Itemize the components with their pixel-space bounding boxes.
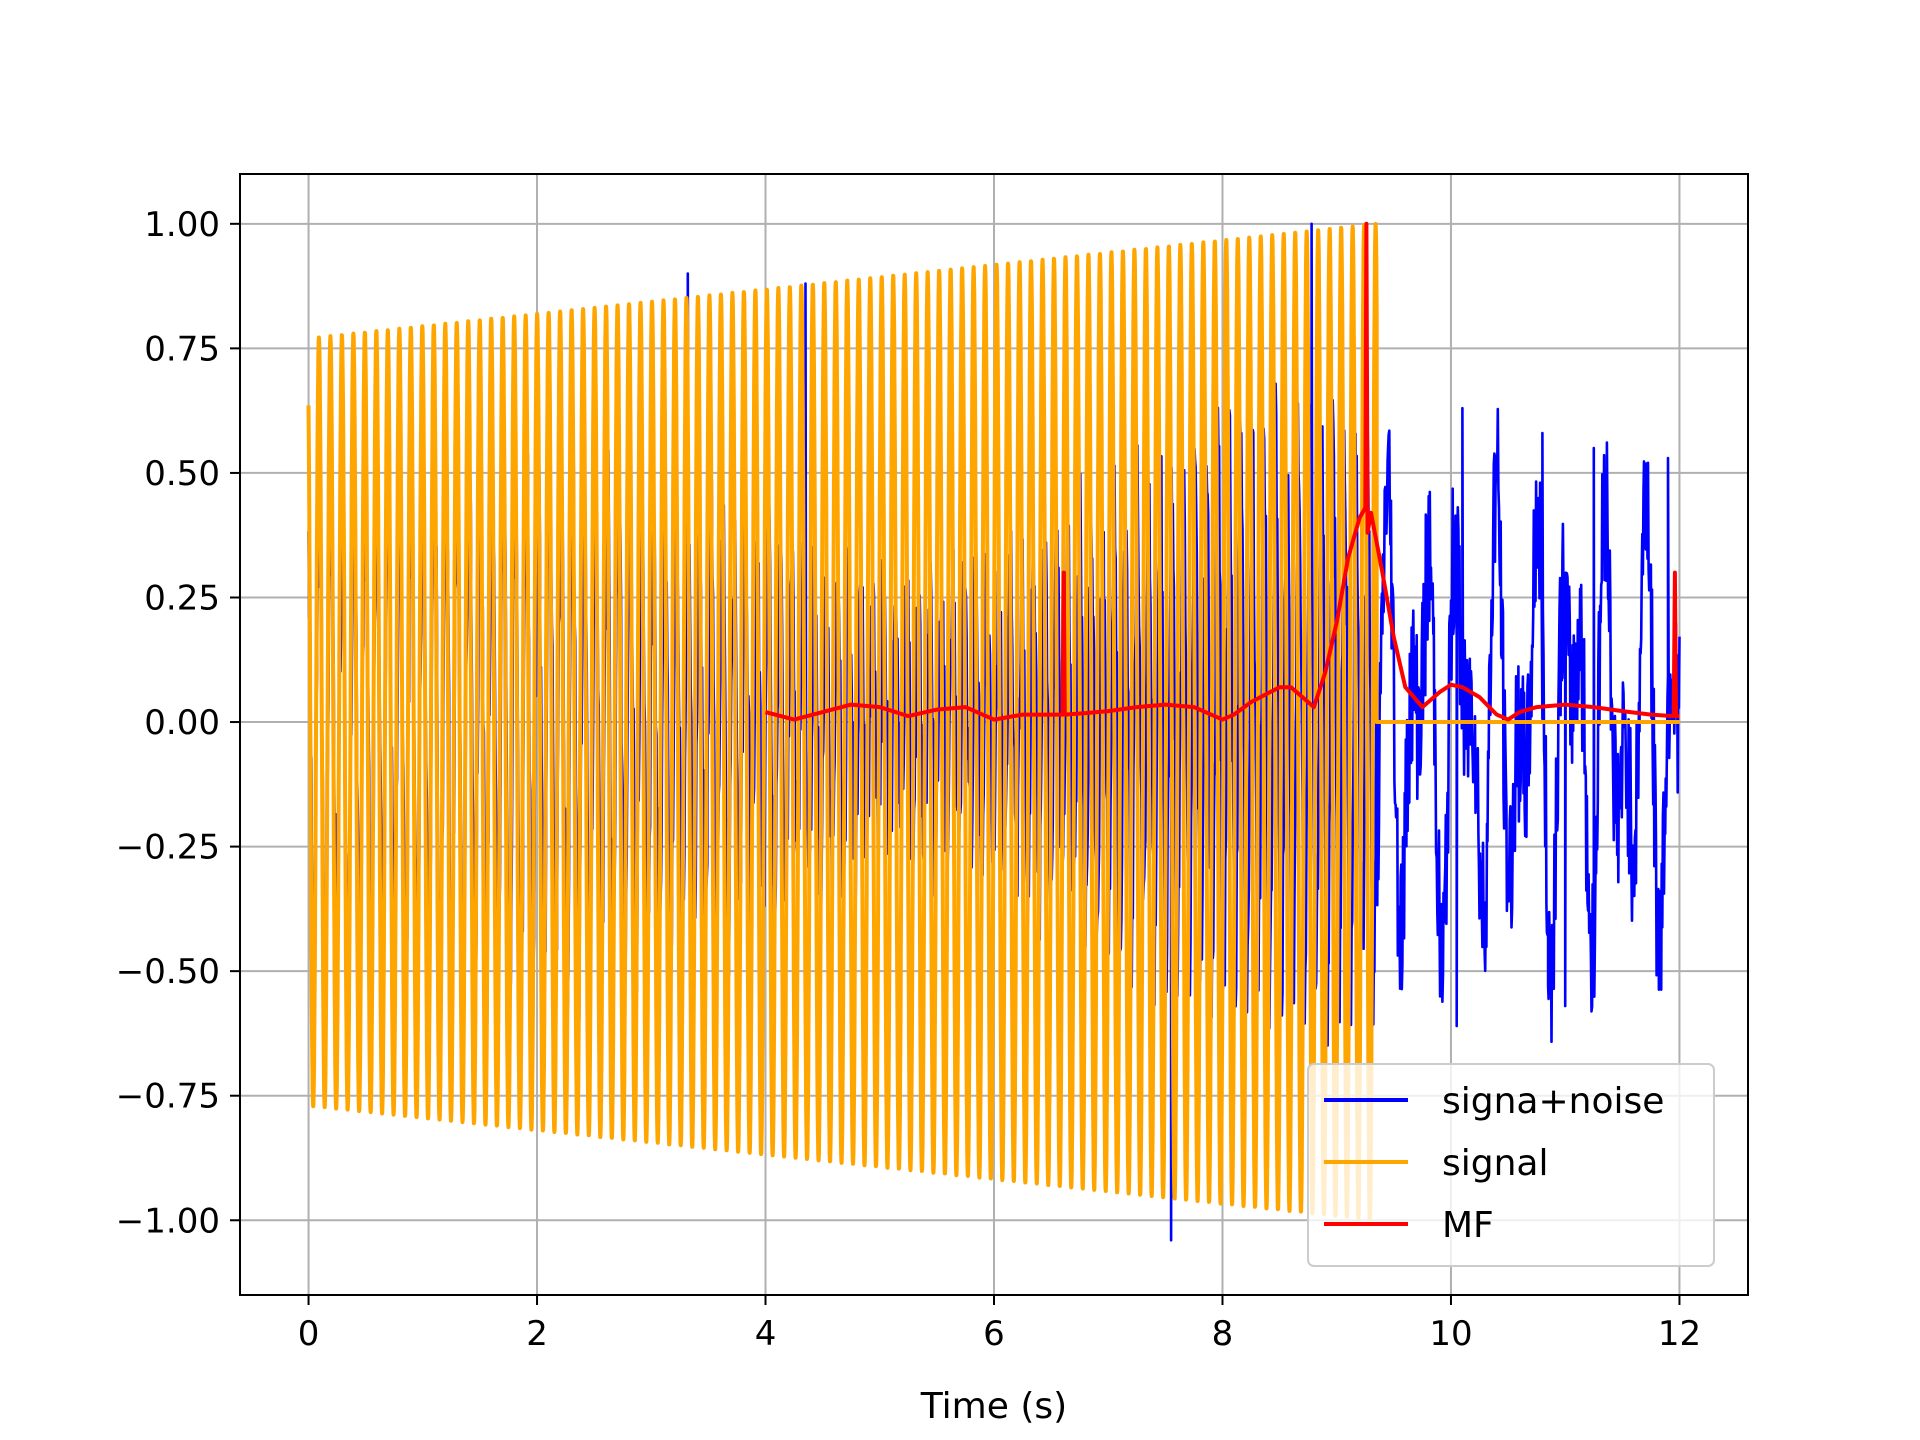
x-tick-label: 12 [1658,1314,1701,1354]
x-axis-title: Time (s) [920,1386,1067,1427]
x-tick-label: 10 [1429,1314,1472,1354]
x-tick-label: 8 [1212,1314,1234,1354]
x-tick-label: 6 [983,1314,1005,1354]
y-tick-label: −0.75 [116,1077,220,1117]
x-axis: 0 2 4 6 8 10 12 [298,1295,1701,1354]
y-tick-label: 0.00 [144,703,220,743]
legend-label: signa+noise [1442,1081,1664,1122]
x-tick-label: 0 [298,1314,320,1354]
y-tick-label: 1.00 [144,205,220,245]
y-tick-label: 0.25 [144,578,220,618]
y-axis: 1.00 0.75 0.50 0.25 0.00 −0.25 −0.50 −0.75 −1.00 [116,205,240,1241]
y-tick-label: −1.00 [116,1201,220,1241]
series-line-signal [306,222,1680,1222]
legend-box [1307,1063,1715,1267]
y-tick-label: 0.50 [144,454,220,494]
series-line-mf [764,221,1680,722]
legend-label: signal [1442,1143,1549,1184]
legend-label: MF [1442,1205,1494,1246]
series-layer [306,221,1681,1242]
x-tick-label: 2 [526,1314,548,1354]
legend: signa+noise signal MF [1307,1063,1715,1267]
y-tick-label: 0.75 [144,329,220,369]
x-tick-label: 4 [755,1314,777,1354]
y-tick-label: −0.25 [116,828,220,868]
y-tick-label: −0.50 [116,952,220,992]
